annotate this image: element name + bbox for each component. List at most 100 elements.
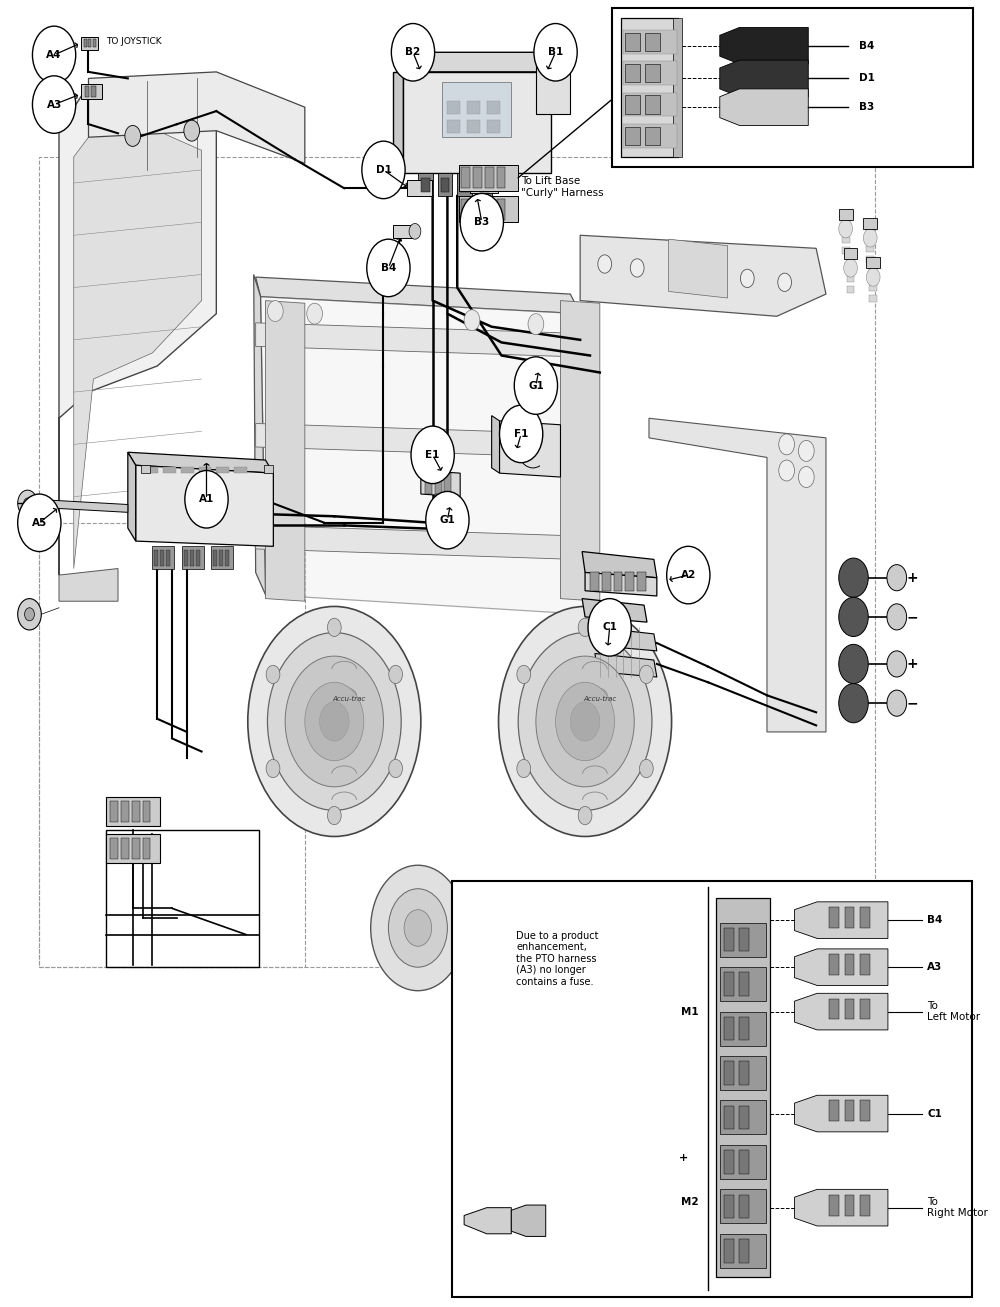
Circle shape <box>866 268 880 286</box>
Bar <box>452 881 972 1297</box>
Circle shape <box>667 546 710 604</box>
Polygon shape <box>582 552 657 578</box>
Bar <box>724 1106 734 1129</box>
Circle shape <box>598 255 612 273</box>
Polygon shape <box>863 218 877 229</box>
Bar <box>869 285 877 291</box>
Polygon shape <box>128 452 136 541</box>
Polygon shape <box>34 499 128 512</box>
Bar <box>847 286 854 293</box>
Bar <box>720 1189 766 1223</box>
Circle shape <box>404 910 432 946</box>
Bar <box>441 178 449 192</box>
Text: To
Left Motor: To Left Motor <box>927 1001 980 1022</box>
Bar <box>421 178 430 192</box>
Circle shape <box>863 229 877 247</box>
Circle shape <box>798 467 814 488</box>
Bar <box>447 120 460 133</box>
Text: E1: E1 <box>425 450 440 460</box>
Bar <box>143 838 150 859</box>
Circle shape <box>528 314 544 335</box>
Polygon shape <box>536 63 570 114</box>
Polygon shape <box>585 572 657 596</box>
Polygon shape <box>211 546 233 569</box>
Bar <box>39 157 875 967</box>
Bar <box>623 61 677 85</box>
Bar <box>829 907 839 928</box>
Bar <box>860 954 870 975</box>
Bar <box>625 127 640 145</box>
Bar <box>81 84 102 99</box>
Bar <box>234 467 247 473</box>
Circle shape <box>534 376 544 389</box>
Polygon shape <box>261 297 585 614</box>
Circle shape <box>460 193 503 251</box>
Circle shape <box>362 141 405 199</box>
Bar <box>213 550 217 566</box>
Circle shape <box>305 682 364 761</box>
Bar <box>869 295 877 302</box>
Circle shape <box>367 239 410 297</box>
Polygon shape <box>136 465 273 546</box>
Bar <box>724 928 734 951</box>
Polygon shape <box>256 423 575 457</box>
Polygon shape <box>182 546 204 569</box>
Bar <box>461 199 470 220</box>
Bar <box>845 954 854 975</box>
Bar <box>459 196 518 222</box>
Circle shape <box>514 357 558 414</box>
Polygon shape <box>438 173 452 196</box>
Bar <box>407 180 432 196</box>
Bar <box>439 505 463 523</box>
Bar <box>459 165 518 191</box>
Bar <box>860 907 870 928</box>
Bar <box>497 167 505 188</box>
Bar <box>219 550 223 566</box>
Bar <box>442 82 511 137</box>
Bar <box>842 247 850 254</box>
Polygon shape <box>595 654 657 677</box>
Text: D1: D1 <box>376 165 391 175</box>
Bar <box>720 1145 766 1179</box>
Bar <box>460 178 469 192</box>
Circle shape <box>887 604 907 630</box>
Polygon shape <box>720 60 808 97</box>
Polygon shape <box>720 89 808 125</box>
Bar <box>842 237 850 243</box>
Bar <box>461 167 470 188</box>
Text: Accu-trac: Accu-trac <box>332 697 366 702</box>
Bar <box>623 93 677 116</box>
Bar <box>866 235 874 242</box>
Bar <box>866 256 874 263</box>
Circle shape <box>327 618 341 637</box>
Text: B4: B4 <box>859 41 875 51</box>
Circle shape <box>371 865 465 991</box>
Text: B2: B2 <box>405 47 421 58</box>
Circle shape <box>639 759 653 778</box>
Polygon shape <box>669 239 728 298</box>
Bar <box>645 64 660 82</box>
Polygon shape <box>88 72 305 163</box>
Polygon shape <box>866 257 880 268</box>
Text: +: + <box>907 571 918 584</box>
Text: −: − <box>907 697 918 710</box>
Bar <box>480 178 489 192</box>
Text: A4: A4 <box>46 50 62 60</box>
Bar <box>724 1150 734 1174</box>
Circle shape <box>844 259 857 277</box>
Bar <box>81 37 98 50</box>
Bar <box>625 95 640 114</box>
Bar <box>724 1239 734 1263</box>
Polygon shape <box>464 1208 511 1234</box>
Polygon shape <box>795 993 888 1030</box>
Bar <box>869 274 877 281</box>
Polygon shape <box>844 248 857 259</box>
Bar <box>590 572 599 591</box>
Circle shape <box>18 490 37 516</box>
Bar <box>121 838 129 859</box>
Circle shape <box>464 310 480 331</box>
Circle shape <box>184 120 200 141</box>
Bar <box>739 1239 749 1263</box>
Polygon shape <box>839 209 853 220</box>
Bar <box>106 834 160 863</box>
